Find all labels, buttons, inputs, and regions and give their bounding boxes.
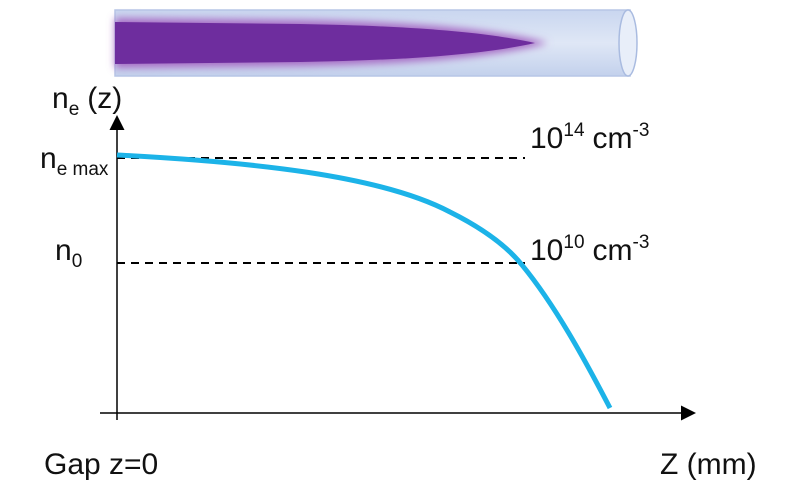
level-value: 1014 cm-3 <box>530 120 649 155</box>
unit: cm <box>593 234 633 267</box>
unit-exponent: -3 <box>633 120 650 141</box>
subscript: e max <box>57 159 109 180</box>
x-origin-label: Gap z=0 <box>44 448 158 481</box>
tube-end <box>618 9 638 77</box>
exponent: 14 <box>563 120 585 141</box>
symbol: n <box>55 234 72 267</box>
x-axis-label: Z (mm) <box>660 448 757 481</box>
y-axis-label: ne (z) <box>52 82 122 120</box>
level-symbol: n0 <box>55 234 82 272</box>
subscript: e <box>69 99 80 120</box>
base: 10 <box>530 122 563 155</box>
exponent: 10 <box>563 232 584 253</box>
tube <box>114 9 638 77</box>
argument: (z) <box>87 82 122 115</box>
symbol: n <box>52 82 69 115</box>
level-value: 1010 cm-3 <box>530 232 649 267</box>
subscript: 0 <box>72 251 83 272</box>
base: 10 <box>530 234 563 267</box>
symbol: n <box>40 142 57 175</box>
level-symbol: ne max <box>40 142 109 180</box>
unit: cm <box>593 122 633 155</box>
plasma <box>115 22 535 64</box>
unit-exponent: -3 <box>633 232 650 253</box>
density-curve <box>116 152 613 410</box>
